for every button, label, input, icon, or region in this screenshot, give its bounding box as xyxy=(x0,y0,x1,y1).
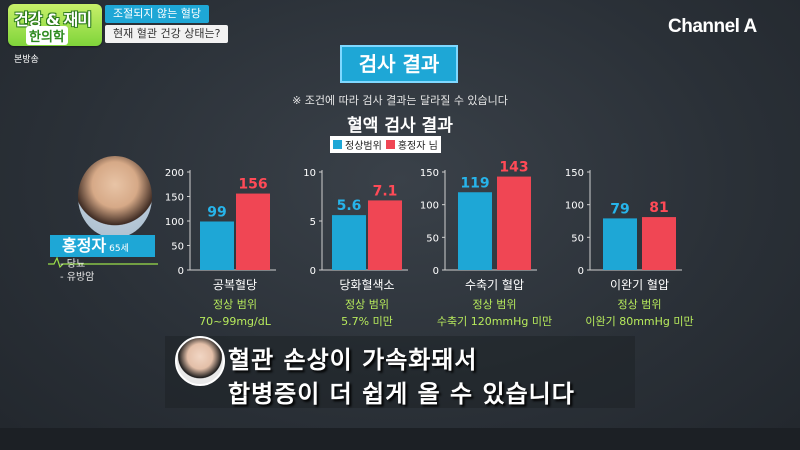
y-tick-label: 0 xyxy=(433,266,439,277)
normal-range-title: 정상 범위 xyxy=(618,298,662,311)
category-label: 당화혈색소 xyxy=(339,278,394,292)
legend-item-normal: 정상범위 xyxy=(333,137,382,152)
bottom-band xyxy=(0,428,800,450)
legend-swatch-normal xyxy=(333,140,342,149)
y-tick-label: 0 xyxy=(578,266,584,277)
bar-value-label: 5.6 xyxy=(337,198,362,214)
bar-value-label: 7.1 xyxy=(373,183,398,199)
bar-value-label: 119 xyxy=(460,175,489,191)
bar-patient xyxy=(236,193,270,270)
topic-caption-top: 조절되지 않는 혈당 xyxy=(105,5,209,23)
y-tick-label: 200 xyxy=(165,168,184,179)
show-logo: 건강 & 재미 한의학 xyxy=(8,4,102,46)
normal-range-value: 이완기 80mmHg 미만 xyxy=(585,315,693,328)
legend-swatch-patient xyxy=(385,140,395,149)
channel-logo: Channel A xyxy=(668,16,757,37)
normal-range-title: 정상 범위 xyxy=(473,298,517,311)
bar-value-label: 156 xyxy=(238,177,267,193)
y-tick-label: 10 xyxy=(303,168,316,179)
category-label: 공복혈당 xyxy=(213,278,257,292)
broadcast-label: 본방송 xyxy=(14,55,39,65)
normal-range-value: 수축기 120mmHg 미만 xyxy=(437,315,552,328)
disclaimer-note: ※ 조건에 따라 검사 결과는 달라질 수 있습니다 xyxy=(292,94,508,107)
normal-range-title: 정상 범위 xyxy=(345,298,389,311)
bar-patient xyxy=(497,176,531,270)
y-tick-label: 150 xyxy=(420,168,439,179)
patient-name: 홍정자 xyxy=(62,236,107,255)
y-tick-label: 50 xyxy=(171,242,184,253)
y-tick-label: 150 xyxy=(165,193,184,204)
normal-range-value: 5.7% 미만 xyxy=(341,315,393,328)
y-tick-label: 0 xyxy=(310,266,316,277)
bar-value-label: 81 xyxy=(649,200,668,216)
y-tick-label: 100 xyxy=(165,217,184,228)
bar-normal xyxy=(200,221,234,270)
patient-name-badge: 홍정자 65세 xyxy=(50,235,155,257)
logo-text-top: 건강 & 재미 xyxy=(14,10,92,29)
y-tick-label: 150 xyxy=(565,168,584,179)
y-tick-label: 100 xyxy=(420,201,439,212)
normal-range-value: 70~99mg/dL xyxy=(199,315,272,328)
condition-item: - 유방암 xyxy=(60,272,95,283)
bar-value-label: 143 xyxy=(499,160,528,176)
bar-value-label: 99 xyxy=(207,204,226,220)
bar-patient xyxy=(642,217,676,270)
y-tick-label: 50 xyxy=(426,233,439,244)
bar-normal xyxy=(332,215,366,270)
bar-patient xyxy=(368,200,402,270)
bar-normal xyxy=(603,218,637,270)
y-tick-label: 50 xyxy=(571,233,584,244)
y-tick-label: 100 xyxy=(565,201,584,212)
legend-label-patient: 홍정자 님 xyxy=(397,141,438,152)
panel-title: 검사 결과 xyxy=(340,45,458,83)
y-tick-label: 0 xyxy=(178,266,184,277)
subtitle-line-2: 합병증이 더 쉽게 올 수 있습니다 xyxy=(228,380,575,408)
condition-item: - 당뇨 xyxy=(60,259,86,270)
bar-value-label: 79 xyxy=(610,201,629,217)
legend-label-normal: 정상범위 xyxy=(345,141,382,152)
topic-caption-bottom: 현재 혈관 건강 상태는? xyxy=(105,25,229,43)
chart-title: 혈액 검사 결과 xyxy=(347,116,453,136)
subtitle-backdrop xyxy=(165,336,635,408)
heartbeat-line-icon xyxy=(48,256,158,268)
speaker-avatar xyxy=(175,336,225,386)
legend-item-patient: 홍정자 님 xyxy=(385,137,438,152)
category-label: 수축기 혈압 xyxy=(465,278,524,292)
legend: 정상범위 홍정자 님 xyxy=(330,136,441,153)
subtitle-line-1: 혈관 손상이 가속화돼서 xyxy=(228,346,478,374)
bar-normal xyxy=(458,192,492,270)
y-tick-label: 5 xyxy=(310,217,316,228)
normal-range-title: 정상 범위 xyxy=(213,298,257,311)
patient-age: 65세 xyxy=(109,244,129,254)
logo-text-bottom: 한의학 xyxy=(26,26,68,45)
patient-portrait xyxy=(78,156,152,238)
category-label: 이완기 혈압 xyxy=(610,278,669,292)
patient-conditions: - 당뇨 - 유방암 xyxy=(60,258,94,284)
